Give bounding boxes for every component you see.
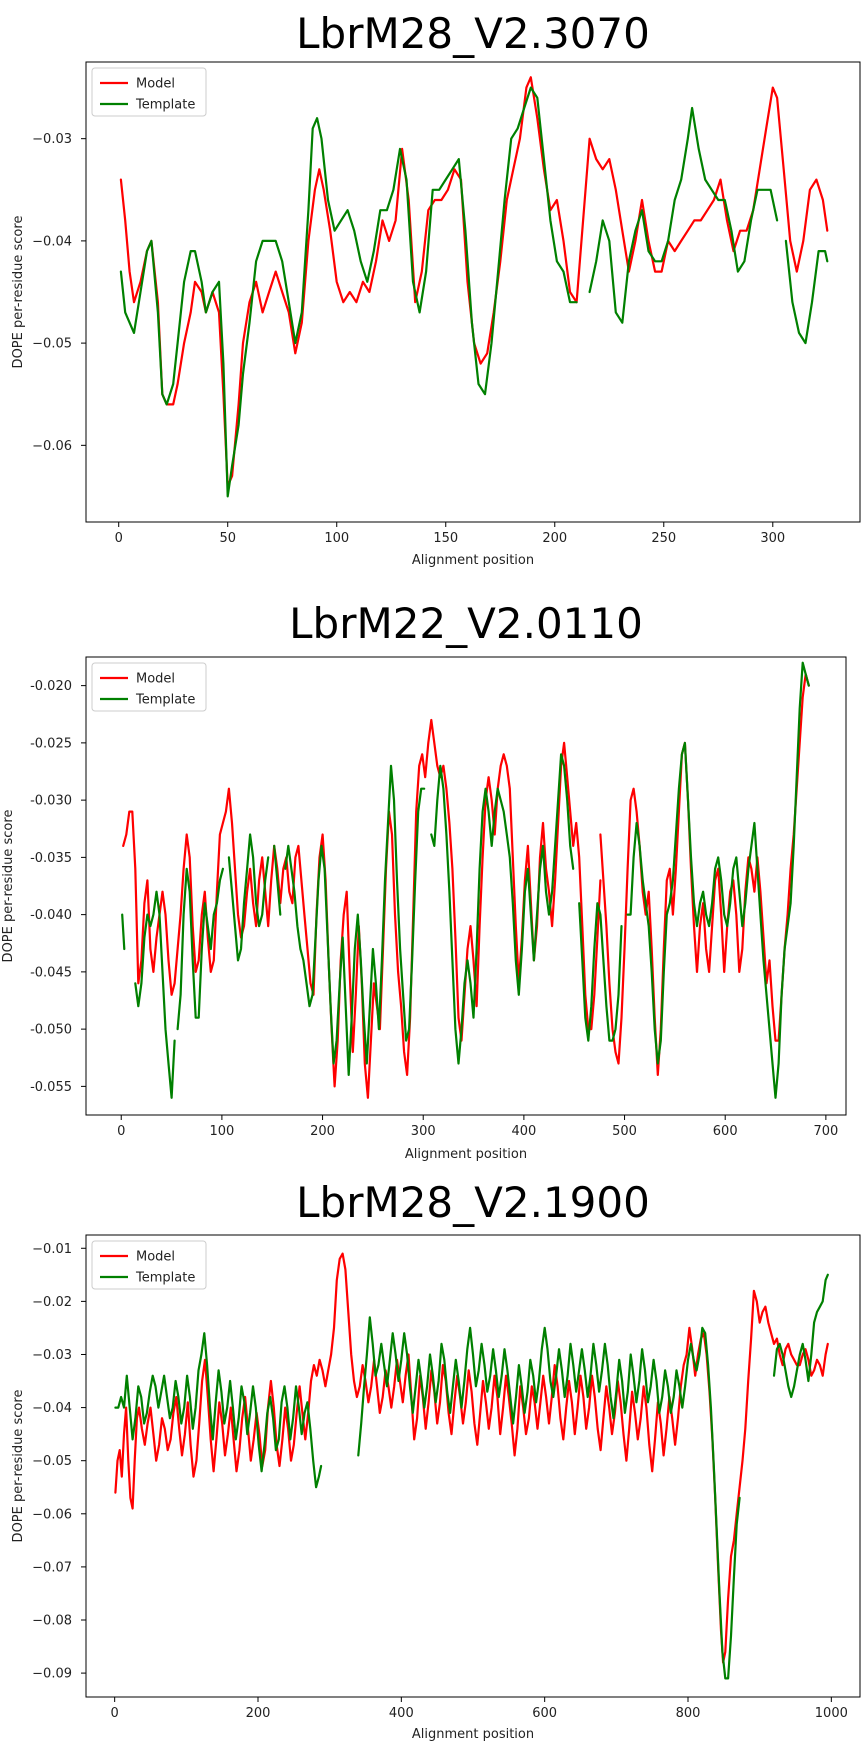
chart-3-legend: Model Template (91, 1240, 207, 1290)
chart-3-x-tick-label: 0 (111, 1706, 119, 1721)
chart-1-x-tick-label: 300 (760, 531, 785, 546)
chart-3-y-tick-label: −0.08 (32, 1614, 72, 1629)
chart-2-y-tick-label: -0.035 (30, 851, 72, 866)
chart-1-series-layer (119, 76, 829, 498)
chart-2-template-line-segment-4 (227, 833, 270, 962)
chart-3-series-layer (114, 1252, 829, 1680)
chart-3-y-tick-label: −0.05 (32, 1454, 72, 1469)
chart-3-x-tick-label: 600 (532, 1706, 557, 1721)
chart-3-template-line-segment-3 (772, 1273, 829, 1399)
chart-2-template-line-segment-7 (430, 753, 575, 1065)
chart-2-y-tick-label: -0.020 (30, 679, 72, 694)
chart-1-legend: Model Template (91, 67, 207, 117)
chart-1-y-tick-label: −0.03 (32, 132, 72, 147)
chart-2-template-line-segment-6 (284, 764, 426, 1076)
chart-1-plot-area (85, 61, 861, 523)
chart-1: LbrM28_V2.3070 0 50 100 150 200 250 300 −0.06 −0.… (11, 9, 861, 568)
chart-1-x-axis-label: Alignment position (412, 553, 534, 568)
chart-2-legend-model-label: Model (136, 672, 175, 687)
chart-2-legend: Model Template (91, 662, 207, 712)
chart-1-x-tick-label: 100 (324, 531, 349, 546)
chart-1-y-tick-label: −0.05 (32, 337, 72, 352)
chart-1-y-axis-label: DOPE per-residue score (11, 216, 26, 369)
chart-2-x-axis-label: Alignment position (405, 1147, 527, 1162)
chart-2-x-tick-label: 100 (209, 1124, 234, 1139)
chart-3-plot-area (85, 1234, 861, 1698)
chart-3-legend-model-label: Model (136, 1250, 175, 1265)
chart-1-y-tick-label: −0.06 (32, 439, 72, 454)
chart-2-template-line-segment-3 (176, 867, 224, 1031)
chart-2-y-tick-label: -0.025 (30, 736, 72, 751)
chart-1-y-tick-label: −0.04 (32, 234, 72, 249)
chart-2-template-line-segment-9 (626, 661, 810, 1099)
chart-3-x-tick-label: 200 (246, 1706, 271, 1721)
chart-1-legend-template-label: Template (135, 98, 195, 113)
chart-2-title: LbrM22_V2.0110 (289, 599, 643, 648)
chart-2-y-tick-label: -0.040 (30, 908, 72, 923)
chart-2-x-tick-label: 0 (117, 1124, 125, 1139)
chart-3-y-tick-label: −0.04 (32, 1401, 72, 1416)
chart-2-x-tick-label: 200 (310, 1124, 335, 1139)
chart-1-template-line-segment-1 (119, 86, 578, 498)
chart-3-x-tick-label: 1000 (815, 1706, 848, 1721)
chart-2-y-tick-label: -0.030 (30, 794, 72, 809)
chart-3-y-tick-label: −0.03 (32, 1348, 72, 1363)
chart-3-title: LbrM28_V2.1900 (296, 1178, 650, 1227)
chart-1-legend-model-label: Model (136, 77, 175, 92)
chart-3-template-line-segment-2 (357, 1316, 741, 1680)
chart-3-x-tick-label: 400 (389, 1706, 414, 1721)
chart-1-x-tick-label: 250 (651, 531, 676, 546)
chart-2: LbrM22_V2.0110 0 100 200 300 400 500 600 700 -0.0… (1, 599, 847, 1162)
chart-2-y-tick-label: -0.050 (30, 1023, 72, 1038)
chart-1-x-tick-label: 50 (219, 531, 236, 546)
chart-2-legend-template-label: Template (135, 693, 195, 708)
chart-2-template-line-segment-8 (578, 902, 623, 1042)
chart-2-y-tick-label: -0.055 (30, 1080, 72, 1095)
chart-3-y-tick-label: −0.06 (32, 1507, 72, 1522)
chart-3: LbrM28_V2.1900 0 200 400 600 800 1000 −0.09 −0.0… (11, 1178, 861, 1742)
chart-2-template-line-segment-5 (273, 844, 282, 916)
chart-1-title: LbrM28_V2.3070 (296, 9, 650, 58)
chart-3-y-tick-label: −0.09 (32, 1667, 72, 1682)
chart-2-x-tick-label: 700 (813, 1124, 838, 1139)
chart-2-x-tick-label: 300 (411, 1124, 436, 1139)
chart-3-legend-template-label: Template (135, 1271, 195, 1286)
chart-2-template-line-segment-1 (121, 913, 126, 951)
chart-2-x-tick-label: 500 (612, 1124, 637, 1139)
chart-3-y-tick-label: −0.02 (32, 1295, 72, 1310)
chart-3-template-line-segment-1 (114, 1332, 323, 1489)
chart-1-x-tick-label: 150 (433, 531, 458, 546)
chart-3-x-tick-label: 800 (676, 1706, 701, 1721)
chart-2-template-line-segment-2 (134, 890, 176, 1099)
chart-2-x-tick-label: 600 (713, 1124, 738, 1139)
chart-3-x-axis-label: Alignment position (412, 1727, 534, 1742)
chart-2-series-layer (121, 661, 810, 1099)
chart-2-y-tick-label: -0.045 (30, 965, 72, 980)
chart-1-template-line-segment-2 (588, 106, 779, 324)
chart-1-x-tick-label: 0 (115, 531, 123, 546)
chart-2-model-line-segment-2 (599, 673, 810, 1076)
chart-3-y-tick-label: −0.07 (32, 1560, 72, 1575)
chart-2-x-tick-label: 400 (511, 1124, 536, 1139)
chart-3-y-tick-label: −0.01 (32, 1242, 72, 1257)
chart-1-template-line-segment-3 (784, 239, 829, 345)
chart-2-y-axis-label: DOPE per-residue score (1, 810, 16, 963)
chart-3-y-axis-label: DOPE per-residue score (11, 1390, 26, 1543)
chart-1-x-tick-label: 200 (542, 531, 567, 546)
